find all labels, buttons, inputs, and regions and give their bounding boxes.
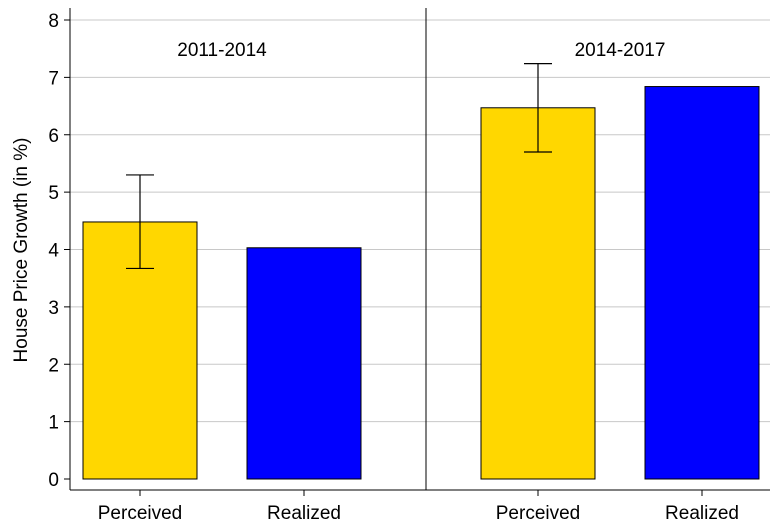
y-ticks: 0 1 2 3 4 5 6 7 8: [48, 11, 70, 491]
y-tick-label: 4: [48, 241, 59, 262]
panel-titles: 2011-2014 2014-2017: [177, 40, 665, 61]
y-tick-label: 2: [48, 355, 59, 376]
x-ticks: Perceived Realized Perceived Realized: [98, 490, 739, 524]
x-tick-label: Realized: [665, 503, 739, 524]
y-tick-label: 1: [48, 413, 59, 434]
y-tick-label: 7: [48, 68, 59, 89]
panel-title: 2014-2017: [575, 40, 666, 61]
y-axis-title: House Price Growth (in %): [11, 138, 32, 363]
bar-perceived: [480, 107, 596, 480]
panel-title: 2011-2014: [177, 40, 267, 61]
y-tick-label: 0: [48, 470, 59, 491]
x-tick-label: Perceived: [496, 503, 581, 524]
bars: [82, 63, 760, 480]
x-tick-label: Realized: [267, 503, 341, 524]
y-tick-label: 3: [48, 298, 59, 319]
bar-realized: [246, 247, 362, 480]
y-tick-label: 5: [48, 183, 59, 204]
y-tick-label: 6: [48, 126, 59, 147]
y-tick-label: 8: [48, 11, 59, 32]
bar-realized: [644, 86, 760, 480]
x-tick-label: Perceived: [98, 503, 183, 524]
